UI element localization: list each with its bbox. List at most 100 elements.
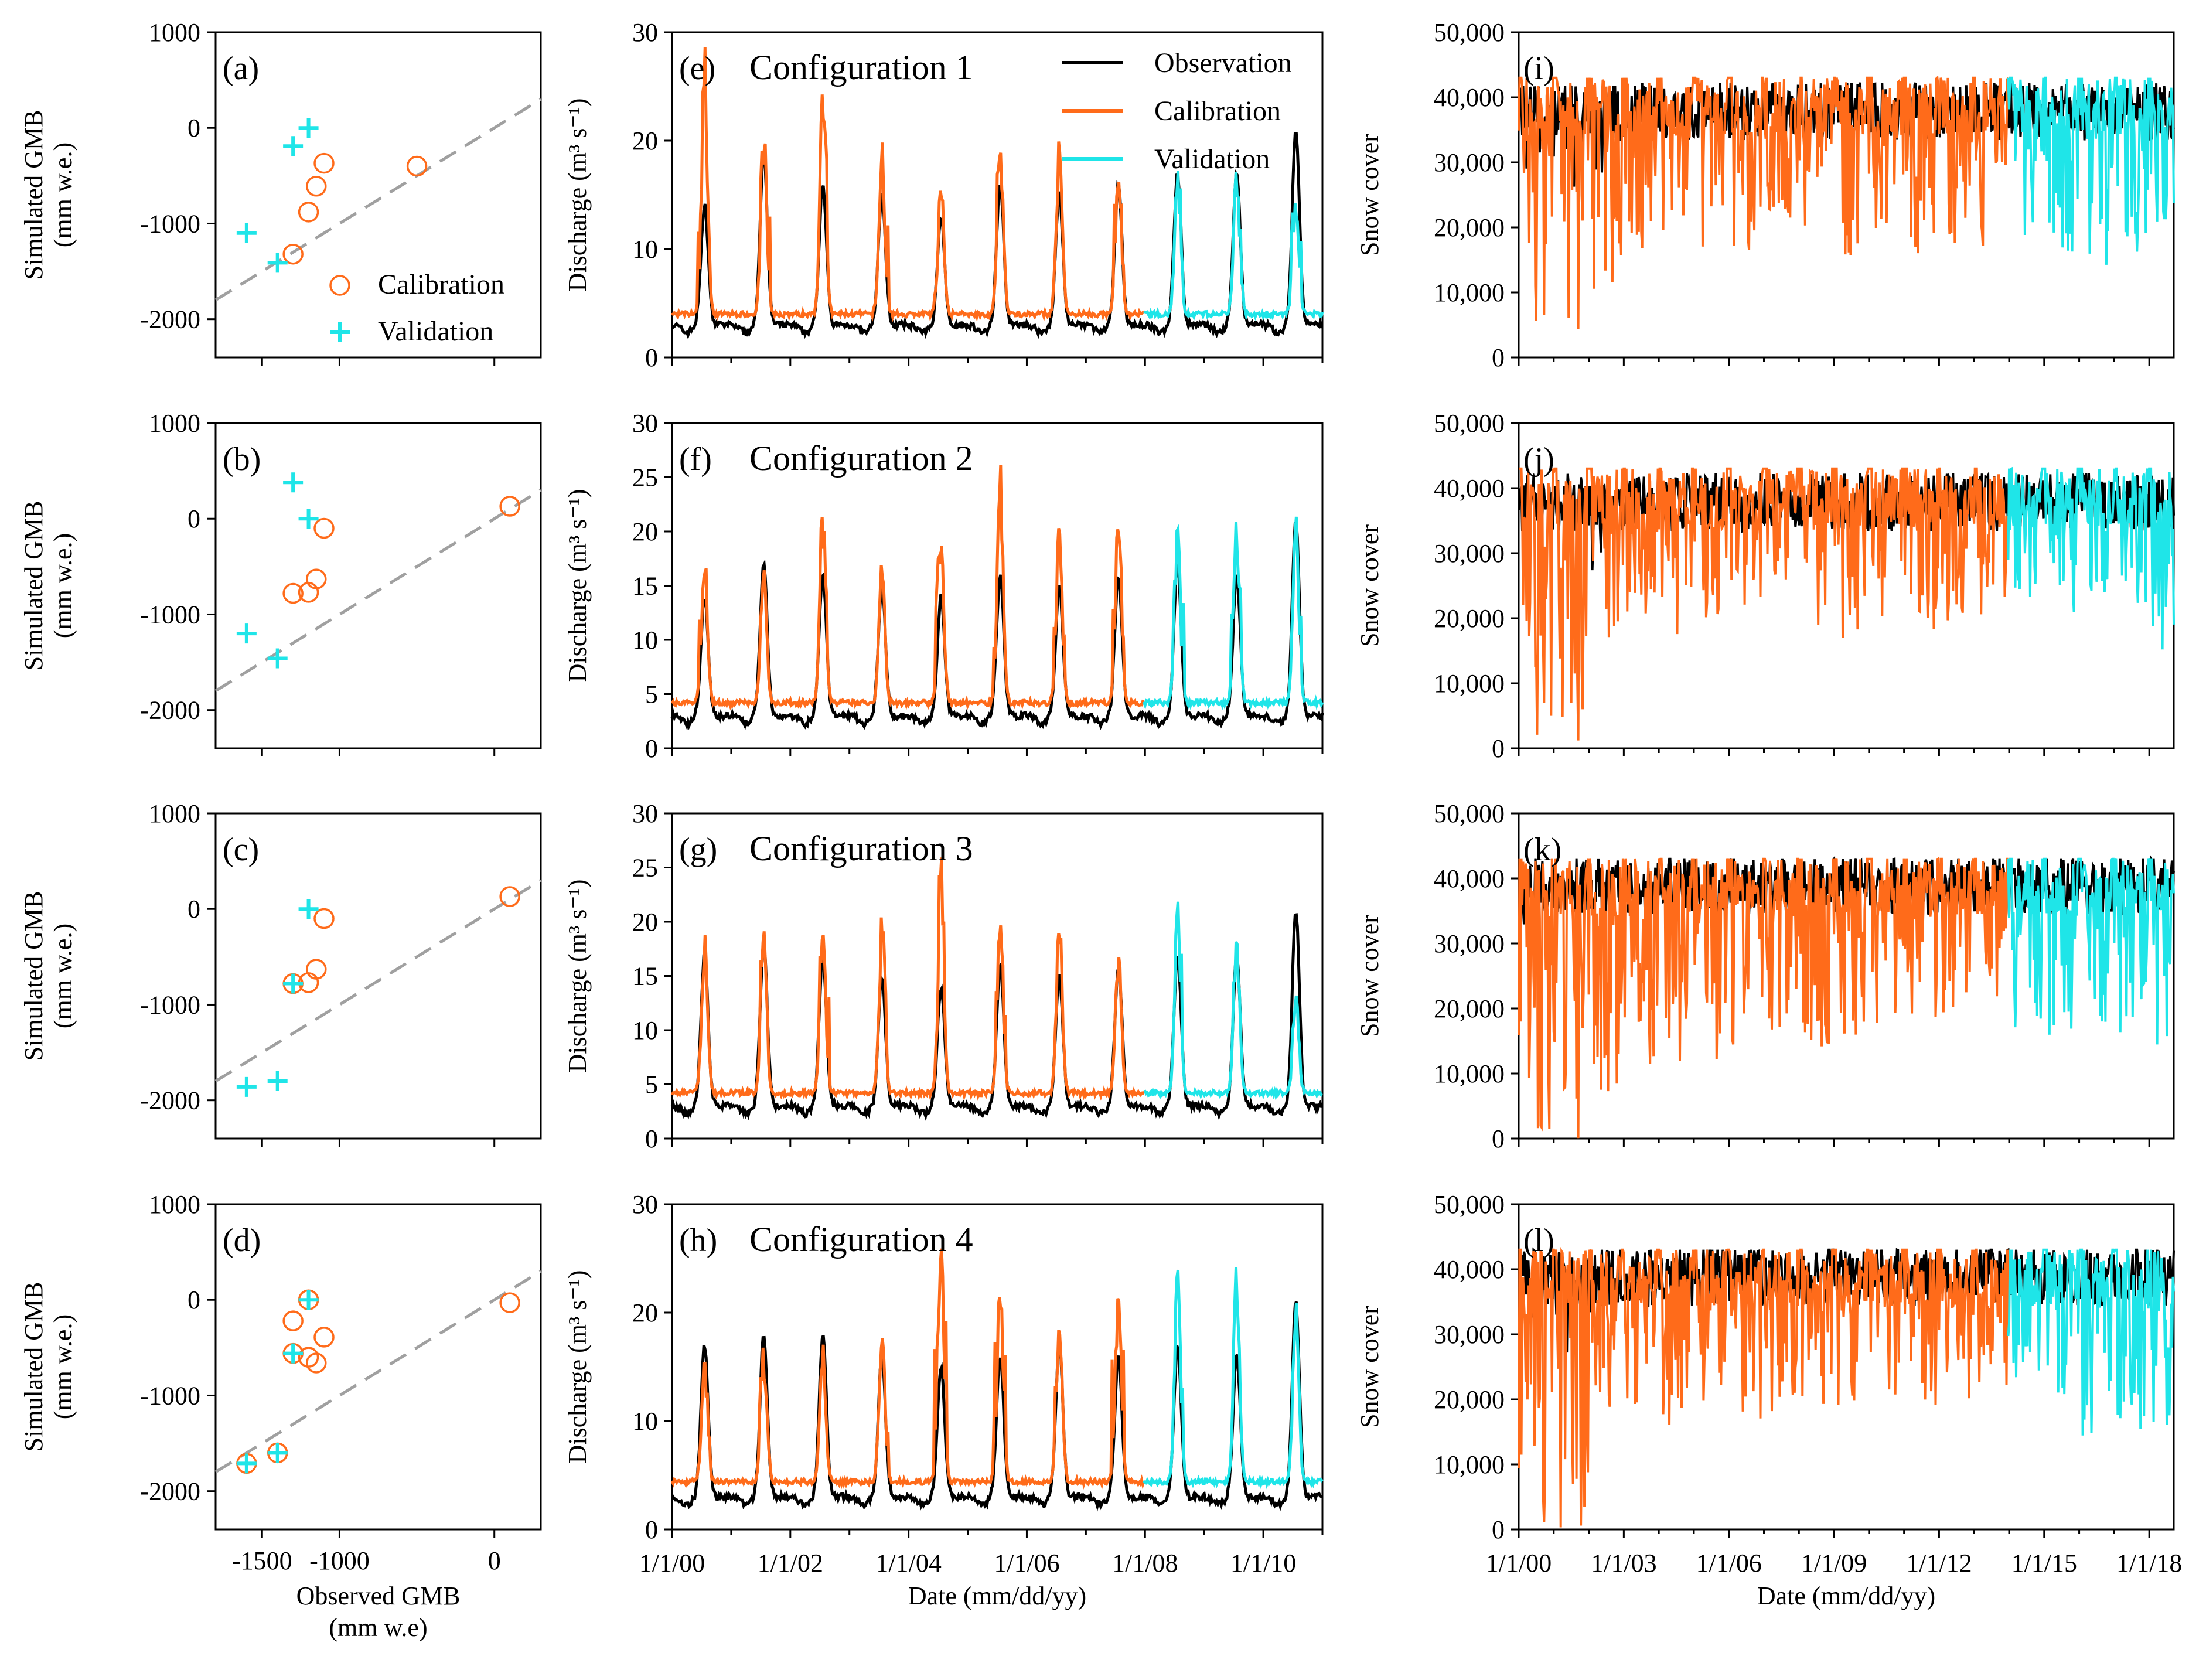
scatter-frame [214,422,542,749]
validation-point [236,1076,257,1097]
calibration-point [306,1352,327,1374]
y-axis-label: Snow cover [1355,915,1384,1037]
y-tick-label: 30 [632,1190,658,1219]
y-axis-label-units: (mm w.e.) [49,924,77,1028]
calibration-point [306,176,327,197]
x-tick-label: 1/1/12 [1906,1549,1972,1577]
x-tick-label: 1/1/15 [2011,1549,2077,1577]
validation-point [267,1071,288,1092]
x-tick-label: 1/1/10 [1230,1549,1296,1577]
y-axis-label: Simulated GMB [19,1282,48,1452]
y-tick-label: 5 [645,1071,658,1099]
x-tick-label: -1000 [309,1546,370,1575]
x-axis-label: Date (mm/dd/yy) [908,1582,1086,1610]
x-tick-label: 1/1/09 [1801,1549,1867,1577]
x-tick-label: 1/1/00 [639,1549,705,1577]
y-tick-label: 10 [632,1016,658,1045]
y-tick-label: -1000 [140,990,200,1019]
panel-label: (g) [679,832,717,868]
y-tick-label: 0 [1492,1515,1505,1544]
panel-label: (c) [223,832,259,868]
y-tick-label: 0 [1492,734,1505,763]
y-tick-label: 20,000 [1434,994,1505,1023]
y-tick-label: 30,000 [1434,1320,1505,1349]
panel-title: Configuration 2 [749,439,973,478]
validation-point [236,623,257,644]
y-tick-label: 1000 [149,18,200,47]
x-axis-label: Observed GMB [296,1582,461,1610]
panel-label: (b) [223,441,261,478]
calibration-point [313,152,335,174]
panel-label: (h) [679,1222,717,1259]
y-tick-label: 0 [187,895,200,924]
validation-line [1143,901,1323,1101]
validation-point [298,509,319,529]
legend-calibration-label: Calibration [1154,96,1281,127]
y-tick-label: 1000 [149,799,200,828]
y-tick-label: 10,000 [1434,278,1505,307]
validation-line [1143,1267,1324,1490]
y-tick-label: 40,000 [1434,474,1505,503]
y-tick-label: 0 [645,1515,658,1544]
panel-title: Configuration 3 [749,829,973,868]
y-tick-label: 0 [645,734,658,763]
x-tick-label: 1/1/02 [758,1549,823,1577]
panel-label: (l) [1523,1222,1554,1259]
y-axis-label: Simulated GMB [19,110,48,280]
y-tick-label: 15 [632,572,658,601]
y-tick-label: 10 [632,235,658,264]
y-tick-label: 20 [632,1299,658,1327]
validation-point [298,1290,319,1310]
y-tick-label: 20 [632,908,658,936]
one-to-one-line [214,98,542,302]
y-tick-label: 20,000 [1434,1385,1505,1414]
legend-validation-marker [330,322,350,342]
y-axis-label-units: (mm w.e.) [49,1314,77,1419]
calibration-line [670,1248,1145,1490]
y-tick-label: 0 [187,1286,200,1314]
y-tick-label: -2000 [140,1086,200,1115]
calibration-point [282,243,304,265]
x-tick-label: -1500 [232,1546,292,1575]
x-tick-label: 1/1/06 [994,1549,1059,1577]
x-axis-label: Date (mm/dd/yy) [1757,1582,1935,1610]
x-tick-label: 1/1/00 [1486,1549,1552,1577]
y-tick-label: -2000 [140,305,200,334]
validation-point [236,223,257,243]
calibration-line [1518,1246,2010,1528]
y-tick-label: 20 [632,127,658,155]
x-tick-label: 1/1/08 [1112,1549,1178,1577]
y-tick-label: -2000 [140,1477,200,1506]
validation-point [267,253,288,273]
y-axis-label: Simulated GMB [19,501,48,671]
y-tick-label: -1000 [140,1381,200,1410]
y-tick-label: 10 [632,1407,658,1436]
y-tick-label: 15 [632,962,658,991]
scatter-frame [214,1203,542,1531]
panel-label: (f) [679,441,712,478]
validation-line [2007,857,2175,1045]
panel-label: (k) [1523,832,1561,868]
y-tick-label: 0 [187,114,200,142]
calibration-line [1518,75,2010,329]
calibration-point [282,582,304,604]
validation-point [283,136,304,156]
y-axis-label-units: (mm w.e.) [49,142,77,247]
validation-point [298,118,319,138]
calibration-point [499,886,520,907]
panel-title: Configuration 4 [749,1220,973,1259]
calibration-line [1519,467,2010,741]
validation-point [283,973,304,994]
legend-validation-label: Validation [378,316,493,347]
calibration-point [306,568,327,589]
validation-point [283,472,304,493]
y-tick-label: 1000 [149,409,200,438]
y-tick-label: 40,000 [1434,1255,1505,1284]
y-tick-label: -1000 [140,209,200,238]
calibration-point [282,1310,304,1331]
y-axis-label: Simulated GMB [19,891,48,1061]
one-to-one-line [214,879,542,1083]
y-tick-label: 0 [1492,1124,1505,1153]
y-tick-label: 50,000 [1434,799,1505,828]
